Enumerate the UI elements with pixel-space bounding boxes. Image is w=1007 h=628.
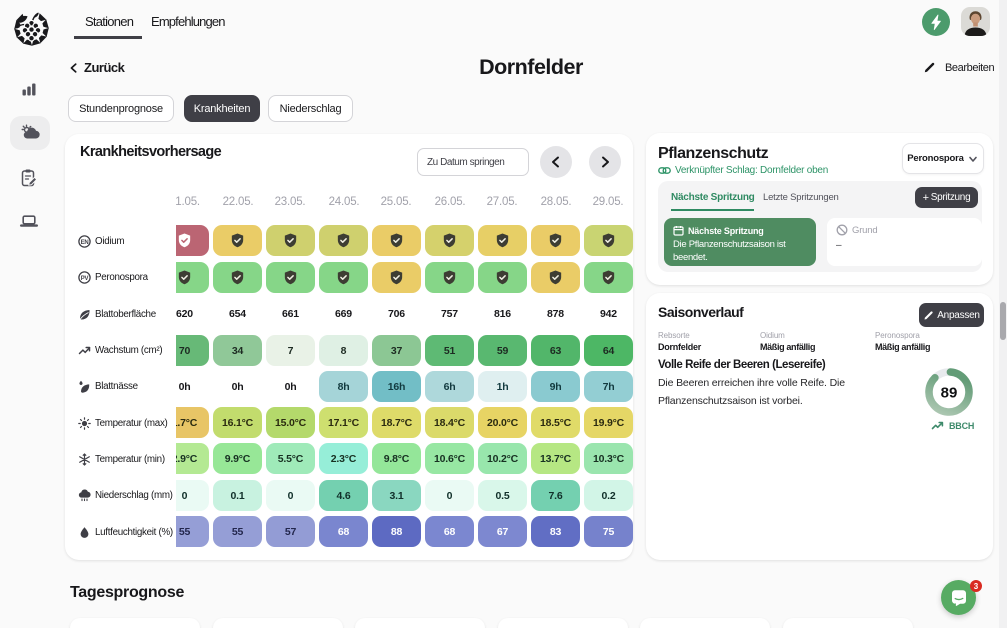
svg-text:89: 89 — [941, 385, 958, 402]
svg-text:PV: PV — [81, 275, 89, 281]
svg-text:EN: EN — [81, 239, 89, 245]
